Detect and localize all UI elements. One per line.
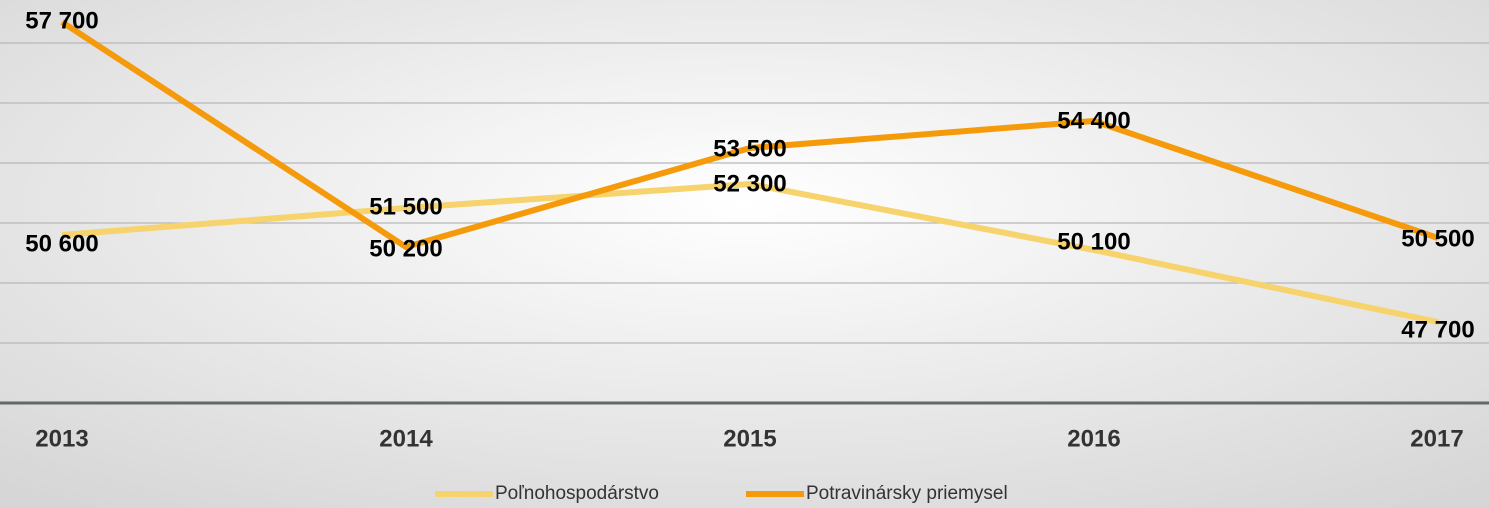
data-label: 50 500 <box>1401 225 1474 252</box>
legend-label: Potravinársky priemysel <box>806 483 1008 504</box>
x-tick-label: 2014 <box>379 425 433 452</box>
data-label: 50 200 <box>369 235 442 262</box>
series-line <box>60 19 1439 250</box>
data-label: 51 500 <box>369 193 442 220</box>
series-line <box>61 181 1439 325</box>
data-label: 53 500 <box>713 135 786 162</box>
data-label: 52 300 <box>713 170 786 197</box>
legend-label: Poľnohospodárstvo <box>495 483 659 504</box>
x-tick-label: 2016 <box>1067 425 1120 452</box>
data-label: 57 700 <box>25 7 98 34</box>
data-label: 50 100 <box>1057 228 1130 255</box>
data-label: 47 700 <box>1401 316 1474 343</box>
x-tick-label: 2015 <box>723 425 776 452</box>
x-tick-label: 2017 <box>1410 425 1463 452</box>
x-tick-label: 2013 <box>35 425 88 452</box>
data-label: 54 400 <box>1057 107 1130 134</box>
data-label: 50 600 <box>25 230 98 257</box>
